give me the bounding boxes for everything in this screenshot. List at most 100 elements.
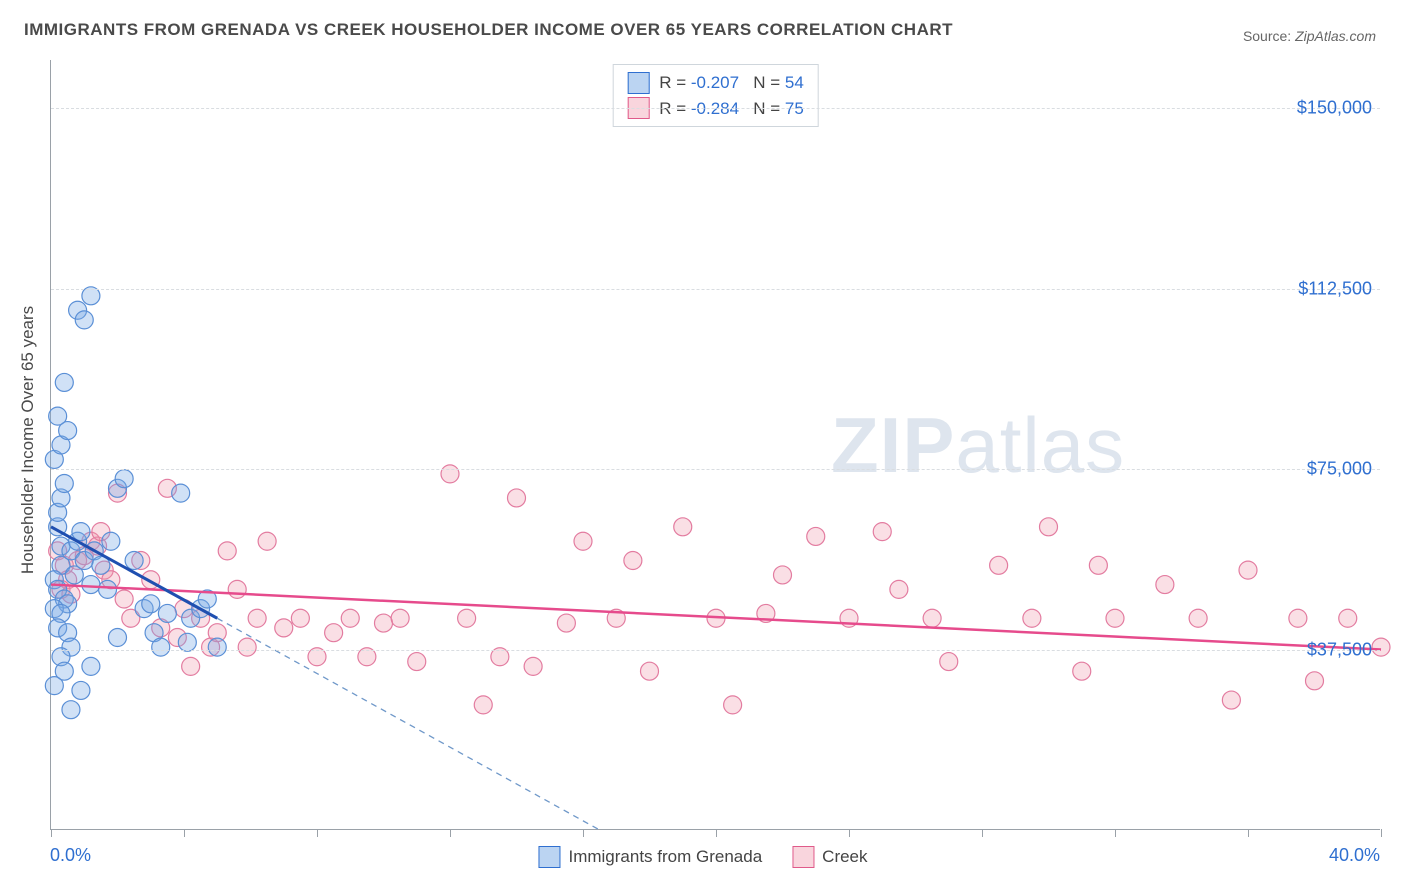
data-point (807, 527, 825, 545)
data-point (208, 638, 226, 656)
data-point (55, 373, 73, 391)
data-point (441, 465, 459, 483)
x-axis-max-label: 40.0% (1329, 845, 1380, 866)
data-point (152, 638, 170, 656)
data-point (1289, 609, 1307, 627)
data-point (172, 484, 190, 502)
data-point (125, 552, 143, 570)
x-tick (982, 829, 983, 837)
series-legend: Immigrants from Grenada Creek (538, 846, 867, 868)
data-point (238, 638, 256, 656)
x-tick (1115, 829, 1116, 837)
y-tick-label: $150,000 (1297, 98, 1372, 119)
x-tick (1248, 829, 1249, 837)
plot-area: R = -0.207 N = 54 R = -0.284 N = 75 ZIPa… (50, 60, 1380, 830)
data-point (258, 532, 276, 550)
y-tick-label: $75,000 (1307, 459, 1372, 480)
data-point (890, 580, 908, 598)
data-point (940, 653, 958, 671)
data-point (218, 542, 236, 560)
data-point (45, 677, 63, 695)
x-tick (716, 829, 717, 837)
data-point (375, 614, 393, 632)
x-tick (51, 829, 52, 837)
data-point (72, 681, 90, 699)
data-point (102, 532, 120, 550)
swatch-blue-icon (538, 846, 560, 868)
data-point (82, 657, 100, 675)
data-point (1239, 561, 1257, 579)
data-point (115, 590, 133, 608)
data-point (62, 701, 80, 719)
source-link[interactable]: ZipAtlas.com (1295, 28, 1376, 44)
data-point (1306, 672, 1324, 690)
x-tick (1381, 829, 1382, 837)
swatch-pink-icon (792, 846, 814, 868)
data-point (458, 609, 476, 627)
chart-title: IMMIGRANTS FROM GRENADA VS CREEK HOUSEHO… (24, 20, 953, 40)
data-point (524, 657, 542, 675)
data-point (115, 470, 133, 488)
gridline (51, 108, 1380, 109)
data-point (341, 609, 359, 627)
data-point (674, 518, 692, 536)
scatter-svg (51, 60, 1380, 829)
x-tick (184, 829, 185, 837)
data-point (408, 653, 426, 671)
data-point (82, 576, 100, 594)
legend-label-creek: Creek (822, 847, 867, 867)
data-point (574, 532, 592, 550)
x-tick (849, 829, 850, 837)
legend-item-grenada: Immigrants from Grenada (538, 846, 762, 868)
data-point (1222, 691, 1240, 709)
data-point (291, 609, 309, 627)
data-point (99, 580, 117, 598)
source-prefix: Source: (1243, 28, 1295, 44)
data-point (182, 657, 200, 675)
data-point (72, 523, 90, 541)
y-tick-label: $112,500 (1298, 278, 1372, 299)
data-point (1023, 609, 1041, 627)
data-point (1156, 576, 1174, 594)
data-point (1089, 556, 1107, 574)
data-point (325, 624, 343, 642)
data-point (1189, 609, 1207, 627)
data-point (248, 609, 266, 627)
gridline (51, 289, 1380, 290)
data-point (49, 407, 67, 425)
data-point (1372, 638, 1390, 656)
data-point (55, 475, 73, 493)
gridline (51, 469, 1380, 470)
data-point (109, 629, 127, 647)
x-tick (450, 829, 451, 837)
data-point (474, 696, 492, 714)
y-tick-label: $37,500 (1307, 639, 1372, 660)
data-point (990, 556, 1008, 574)
data-point (557, 614, 575, 632)
data-point (1106, 609, 1124, 627)
data-point (774, 566, 792, 584)
gridline (51, 650, 1380, 651)
legend-item-creek: Creek (792, 846, 867, 868)
data-point (873, 523, 891, 541)
y-axis-title: Householder Income Over 65 years (18, 306, 38, 574)
data-point (508, 489, 526, 507)
data-point (228, 580, 246, 598)
data-point (1073, 662, 1091, 680)
x-tick (317, 829, 318, 837)
data-point (275, 619, 293, 637)
data-point (1339, 609, 1357, 627)
data-point (75, 311, 93, 329)
x-axis-min-label: 0.0% (50, 845, 91, 866)
legend-label-grenada: Immigrants from Grenada (568, 847, 762, 867)
data-point (724, 696, 742, 714)
x-tick (583, 829, 584, 837)
data-point (641, 662, 659, 680)
source-attribution: Source: ZipAtlas.com (1243, 28, 1376, 44)
data-point (158, 604, 176, 622)
data-point (142, 595, 160, 613)
data-point (391, 609, 409, 627)
data-point (1040, 518, 1058, 536)
data-point (624, 552, 642, 570)
data-point (923, 609, 941, 627)
